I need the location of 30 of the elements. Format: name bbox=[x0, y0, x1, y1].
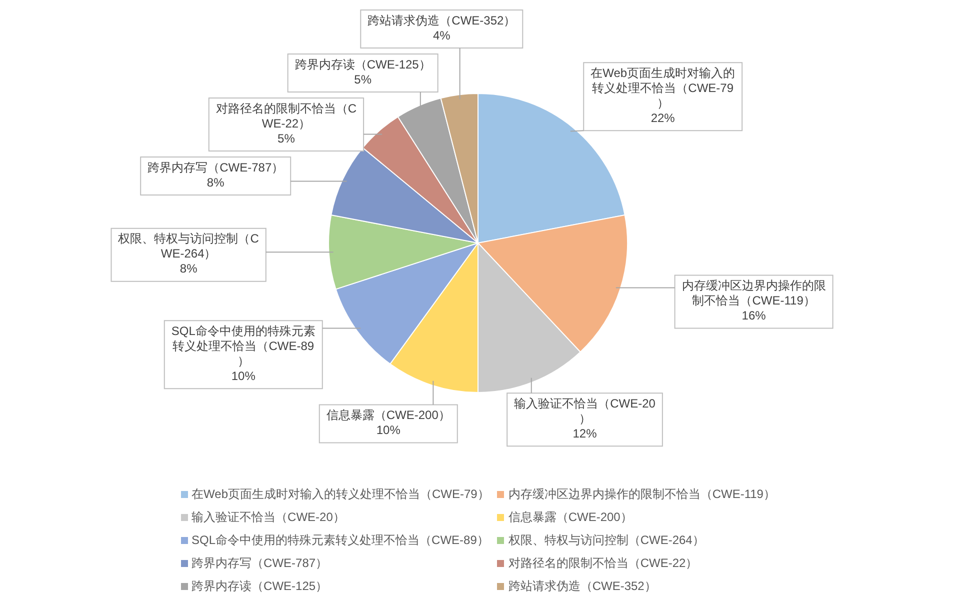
slice-label: 输入验证不恰当（CWE-20） bbox=[514, 396, 656, 426]
slice-label: 跨站请求伪造（CWE-352） bbox=[368, 13, 516, 28]
legend-label: 跨站请求伪造（CWE-352） bbox=[508, 578, 656, 595]
legend-label: 在Web页面生成时对输入的转义处理不恰当（CWE-79） bbox=[192, 486, 490, 503]
data-label: 16% bbox=[742, 308, 766, 323]
data-label: 10% bbox=[231, 368, 256, 383]
legend-label: 权限、特权与访问控制（CWE-264） bbox=[508, 532, 704, 549]
slice-label: 跨界内存写（CWE-787） bbox=[148, 160, 284, 174]
legend-label: 跨界内存读（CWE-125） bbox=[192, 578, 328, 595]
data-label: 10% bbox=[376, 423, 401, 438]
slice-label: 在Web页面生成时对输入的转义处理不恰当（CWE-79） bbox=[590, 66, 736, 110]
legend-label: 内存缓冲区边界内操作的限制不恰当（CWE-119） bbox=[508, 486, 776, 503]
data-label: 5% bbox=[278, 131, 296, 146]
legend-label: 跨界内存写（CWE-787） bbox=[192, 555, 328, 572]
slice-label: 对路径名的限制不恰当（CWE-22） bbox=[216, 101, 357, 130]
data-label: 8% bbox=[206, 175, 225, 190]
slice-label: 信息暴露（CWE-200） bbox=[326, 408, 450, 422]
data-label: 22% bbox=[650, 110, 676, 125]
slice-label: 权限、特权与访问控制（CWE-264） bbox=[117, 232, 260, 261]
legend-label: 对路径名的限制不恰当（CWE-22） bbox=[508, 555, 698, 572]
legend-label: SQL命令中使用的特殊元素转义处理不恰当（CWE-89） bbox=[192, 532, 489, 549]
data-label: 4% bbox=[432, 28, 451, 42]
data-label: 5% bbox=[354, 72, 372, 86]
slice-label: SQL命令中使用的特殊元素转义处理不恰当（CWE-89） bbox=[171, 324, 316, 368]
data-label: 8% bbox=[180, 262, 198, 276]
slice-label: 跨界内存读（CWE-125） bbox=[294, 57, 431, 72]
slice-label: 内存缓冲区边界内操作的限制不恰当（CWE-119） bbox=[682, 278, 826, 308]
legend-label: 输入验证不恰当（CWE-20） bbox=[192, 509, 345, 526]
legend-label: 信息暴露（CWE-200） bbox=[508, 509, 632, 526]
data-label: 12% bbox=[572, 426, 598, 440]
